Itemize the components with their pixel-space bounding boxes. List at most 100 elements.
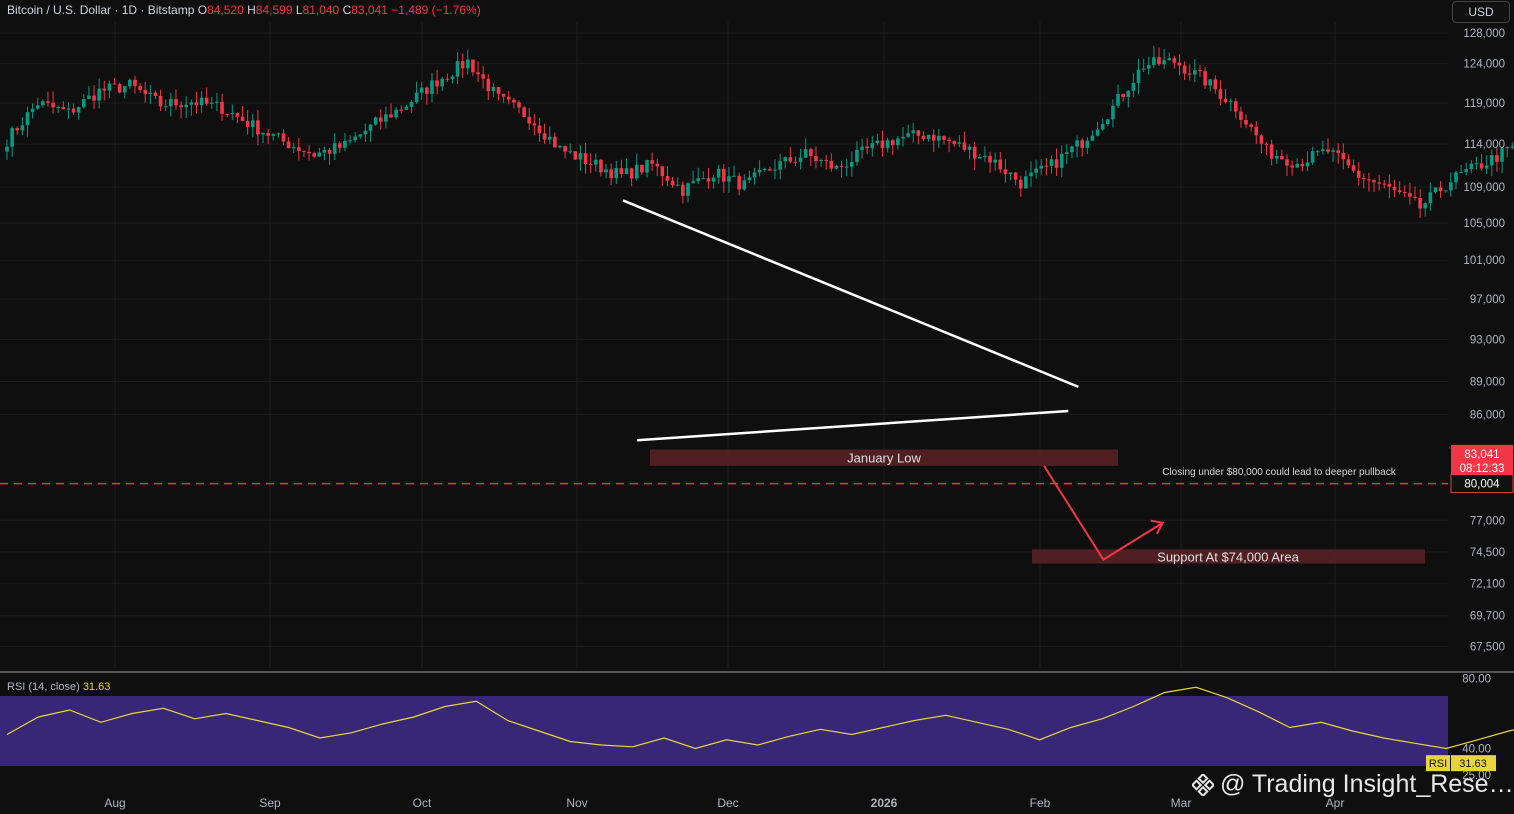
candle-body bbox=[184, 104, 188, 108]
candle-body bbox=[404, 106, 409, 110]
candles-layer[interactable] bbox=[5, 45, 1514, 471]
open-value: 84,520 bbox=[207, 3, 244, 17]
candle bbox=[722, 164, 726, 193]
candle-body bbox=[624, 168, 629, 174]
candle-body bbox=[112, 83, 117, 85]
candle bbox=[1008, 172, 1013, 181]
candle-body bbox=[481, 74, 485, 79]
candle bbox=[450, 74, 455, 84]
candle-body bbox=[911, 130, 916, 134]
candle bbox=[1387, 174, 1392, 199]
candle-body bbox=[558, 146, 562, 148]
candle-body bbox=[1208, 79, 1212, 86]
candle bbox=[563, 145, 567, 159]
candle-body bbox=[491, 86, 496, 92]
candle bbox=[885, 137, 890, 153]
candle bbox=[220, 93, 224, 121]
candle bbox=[1351, 159, 1356, 174]
candle-body bbox=[926, 134, 931, 140]
candle bbox=[368, 124, 373, 142]
price-tick-label: 69,700 bbox=[1470, 611, 1505, 623]
candle-body bbox=[1254, 126, 1259, 136]
candle bbox=[138, 83, 142, 93]
time-axis[interactable]: Aug Sep Oct Nov Dec 2026 Feb Mar Apr bbox=[104, 796, 1344, 810]
candle bbox=[425, 86, 429, 105]
candle-body bbox=[809, 149, 813, 156]
candle-body bbox=[814, 155, 818, 162]
candle-body bbox=[1495, 155, 1499, 162]
candle bbox=[1182, 61, 1187, 80]
candle bbox=[204, 87, 209, 106]
candle-body bbox=[824, 159, 828, 161]
candle-body bbox=[660, 166, 665, 177]
candle-body bbox=[588, 164, 593, 166]
candle bbox=[404, 104, 409, 111]
candle bbox=[681, 181, 685, 204]
candle bbox=[1490, 149, 1494, 177]
candle bbox=[1382, 179, 1387, 189]
rsi-pane[interactable]: 80.00 40.00 25.00 RSI 31.63 bbox=[0, 674, 1514, 782]
candle-body bbox=[163, 106, 168, 108]
candle-body bbox=[1228, 101, 1233, 103]
candle bbox=[256, 109, 260, 146]
candle-body bbox=[1116, 93, 1120, 106]
time-tick-label: Sep bbox=[259, 796, 281, 810]
candle-body bbox=[1218, 89, 1223, 99]
price-axis[interactable]: 128,000 124,000 119,000 114,000 109,000 105,0… bbox=[1450, 28, 1514, 653]
candle-body bbox=[865, 146, 869, 149]
candle-body bbox=[773, 169, 777, 171]
price-tick-label: 109,000 bbox=[1463, 182, 1505, 194]
candle-body bbox=[783, 157, 788, 162]
candle bbox=[1484, 154, 1489, 174]
candle bbox=[1198, 64, 1202, 77]
candle-body bbox=[527, 116, 532, 124]
candle bbox=[281, 129, 286, 146]
candle-body bbox=[947, 139, 951, 142]
time-tick-label: Nov bbox=[566, 796, 587, 810]
candle-body bbox=[1249, 124, 1253, 127]
candle-body bbox=[1377, 182, 1381, 184]
candle-body bbox=[10, 128, 14, 147]
candle bbox=[327, 147, 332, 165]
candle-body bbox=[1259, 135, 1264, 144]
candle-body bbox=[1003, 169, 1008, 175]
candle-body bbox=[281, 133, 286, 142]
candle bbox=[778, 153, 782, 180]
candle bbox=[1018, 175, 1023, 197]
candle bbox=[870, 135, 875, 157]
currency-button[interactable]: USD bbox=[1452, 1, 1510, 23]
candle bbox=[1392, 179, 1397, 198]
candle-body bbox=[614, 168, 619, 179]
candle bbox=[235, 112, 240, 124]
candle-body bbox=[276, 133, 281, 135]
candle-body bbox=[302, 150, 306, 152]
candle-body bbox=[46, 101, 50, 103]
candle-body bbox=[834, 165, 839, 169]
candle bbox=[343, 132, 347, 152]
candle bbox=[558, 145, 562, 149]
candle-body bbox=[455, 61, 460, 77]
candle-body bbox=[41, 101, 45, 106]
candle bbox=[1377, 174, 1381, 191]
candle-body bbox=[1013, 172, 1018, 180]
candle-body bbox=[384, 114, 388, 122]
candle bbox=[1438, 181, 1443, 198]
candle bbox=[1162, 49, 1166, 70]
candle-body bbox=[1018, 179, 1023, 189]
candle bbox=[133, 75, 137, 94]
candle bbox=[1177, 54, 1182, 76]
candle bbox=[624, 158, 629, 175]
candle bbox=[1428, 182, 1433, 211]
candle bbox=[440, 77, 444, 91]
candle-body bbox=[1362, 177, 1366, 180]
candle bbox=[1141, 58, 1146, 72]
candle bbox=[696, 167, 700, 185]
candle bbox=[583, 143, 588, 174]
close-key: C bbox=[342, 3, 352, 17]
candle bbox=[82, 94, 86, 109]
candle bbox=[169, 92, 173, 117]
candle-body bbox=[1449, 182, 1453, 191]
candle bbox=[865, 138, 869, 155]
candle-body bbox=[1131, 82, 1136, 91]
